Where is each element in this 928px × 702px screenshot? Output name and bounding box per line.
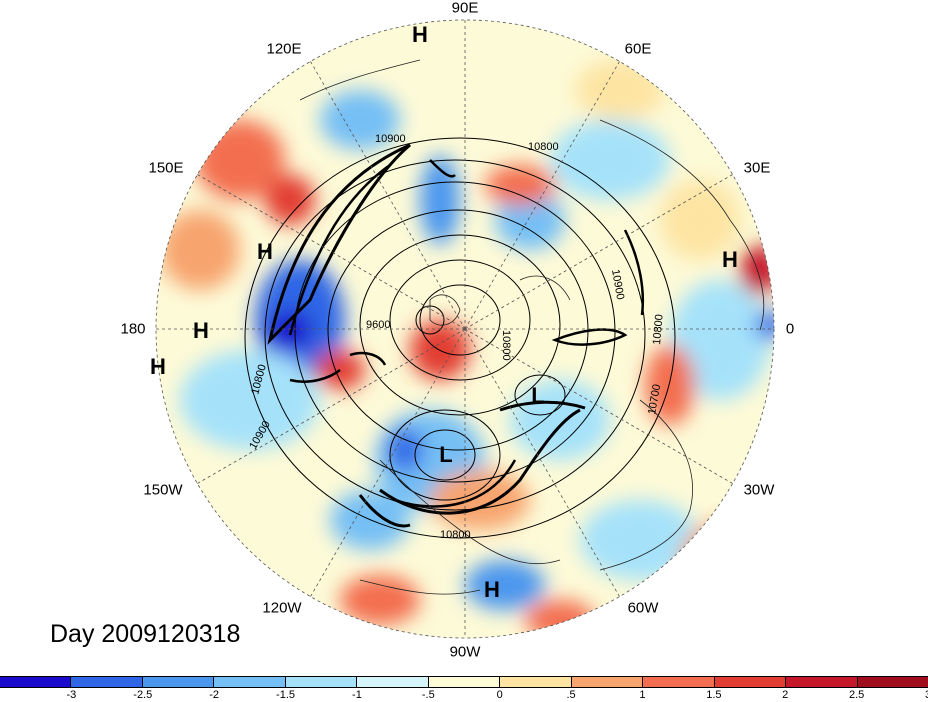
contour-label: 10800 (500, 330, 512, 361)
colorbar-segment (71, 677, 143, 687)
colorbar-tick-label: -1.5 (276, 689, 296, 701)
lon-label-150w: 150W (143, 481, 183, 499)
colorbar (0, 676, 928, 688)
high-pressure-marker: H (412, 22, 428, 47)
lon-label-90w: 90W (449, 643, 481, 661)
colorbar-segment (357, 677, 429, 687)
lon-label-60e: 60E (624, 40, 652, 58)
colorbar-segment (714, 677, 787, 687)
contour-label: 10900 (609, 268, 626, 300)
lon-label-60w: 60W (627, 599, 659, 617)
height-contours (244, 137, 676, 539)
contour-label: 10800 (651, 314, 666, 346)
colorbar-segment (285, 677, 358, 687)
colorbar-segment (0, 677, 72, 687)
colorbar-segment (214, 677, 286, 687)
colorbar-segment (428, 677, 501, 687)
lon-label-120e: 120E (266, 40, 302, 58)
colorbar-segment (786, 677, 858, 687)
colorbar-segment (857, 677, 928, 687)
lon-label-120w: 120W (262, 599, 302, 617)
lon-label-30e: 30E (743, 159, 771, 177)
low-pressure-marker: L (531, 383, 545, 408)
colorbar-tick-label: -2.5 (133, 689, 153, 701)
colorbar-tick-label: 2.5 (848, 689, 865, 701)
colorbar-tick-label: 3 (925, 689, 928, 701)
contour-labels: 10900 10800 9600 10900 10800 10700 10800… (247, 133, 665, 541)
contour-label: 10800 (440, 529, 471, 541)
colorbar-tick-label: 1.5 (706, 689, 722, 701)
contour-label: 9600 (366, 319, 390, 331)
lon-label-90e: 90E (451, 0, 479, 17)
colorbar-tick-label: 0 (496, 689, 503, 701)
colorbar-tick-label: 2 (782, 689, 789, 701)
colorbar-tick-label: 1 (639, 689, 646, 701)
high-pressure-marker: H (722, 247, 738, 272)
contour-label: 10800 (528, 141, 559, 153)
colorbar-segment (142, 677, 215, 687)
colorbar-tick-label: .5 (566, 689, 576, 701)
lon-label-30w: 30W (743, 481, 775, 499)
high-pressure-marker: H (193, 318, 209, 343)
colorbar-tick-label: -2 (209, 689, 220, 701)
coastlines (299, 59, 765, 595)
figure-title: Day 2009120318 (50, 620, 241, 648)
high-pressure-marker: H (484, 577, 500, 602)
low-pressure-marker: L (439, 442, 453, 467)
graticule (155, 19, 775, 639)
lon-label-0: 0 (785, 320, 795, 338)
contour-label: 10900 (375, 133, 406, 145)
colorbar-tick-label: -3 (66, 689, 77, 701)
lon-label-150e: 150E (148, 159, 184, 177)
colorbar-segment (571, 677, 644, 687)
colorbar-tick-label: -.5 (421, 689, 435, 701)
high-pressure-marker: H (150, 354, 166, 379)
lon-label-180: 180 (120, 320, 146, 338)
contour-label: 10700 (646, 383, 663, 415)
colorbar-segment (643, 677, 715, 687)
colorbar-tick-label: -1 (352, 689, 362, 701)
high-pressure-marker: H (257, 239, 273, 264)
colorbar-labels: -3 -2.5 -2 -1.5 -1 -.5 0 .5 1 1.5 2 2.5 3 (0, 689, 928, 702)
colorbar-segment (500, 677, 572, 687)
